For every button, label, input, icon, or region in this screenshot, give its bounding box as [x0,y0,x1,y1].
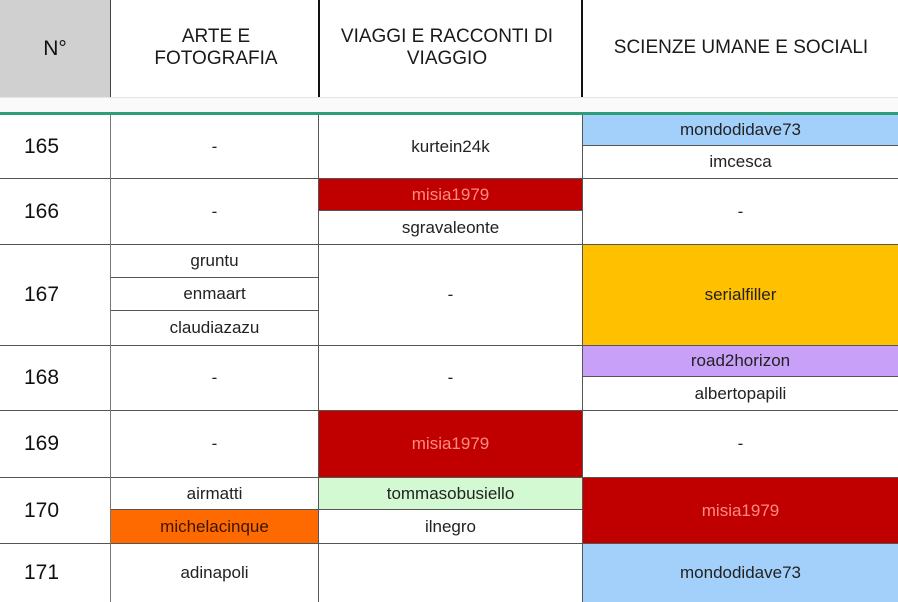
cell-scienze: serialfiller [583,245,898,345]
cell-viaggi: tommasobusiello [319,478,582,510]
cell-arte: - [211,136,218,156]
cell-scienze: imcesca [709,152,772,171]
header-strip [0,97,898,112]
row-number: 167 [24,283,60,306]
cell-arte: claudiazazu [169,318,260,337]
column-divider [582,115,583,602]
row-divider [0,244,898,245]
cell-viaggi: misia1979 [319,411,582,477]
cell-arte: - [211,368,218,387]
row-number: 166 [24,199,60,223]
cell-arte: airmatti [110,478,319,510]
row-number: 165 [24,134,60,158]
row-divider [0,543,898,544]
cell-scienze: mondodidave73 [583,115,898,146]
row-divider [0,178,898,179]
header-num: N° [43,36,67,60]
cell-viaggi [319,544,582,602]
cell-arte: - [211,201,218,221]
cell-arte: gruntu [110,245,319,278]
cell-arte: - [211,434,218,453]
header-arte-fotografia: ARTE E FOTOGRAFIA [154,26,278,69]
cell-arte: enmaart [110,278,319,311]
row-number: 170 [24,498,60,522]
header-divider [581,0,583,97]
header-viaggi-racconti: VIAGGI E RACCONTI DI VIAGGIO [340,26,554,69]
cell-viaggi: - [447,368,454,387]
cell-scienze: road2horizon [583,346,898,377]
cell-arte: michelacinque [110,510,319,543]
header-num-bg [0,0,110,97]
cell-arte: adinapoli [180,563,249,582]
row-number: 168 [24,366,60,389]
cell-scienze: - [737,201,744,221]
row-divider [0,345,898,346]
header-separator [0,112,898,115]
cell-viaggi: sgravaleonte [401,217,500,237]
header-scienze-umane: SCIENZE UMANE E SOCIALI [613,37,869,58]
cell-viaggi: ilnegro [424,516,477,536]
row-number: 171 [24,561,60,584]
row-number: 169 [24,432,60,455]
cell-scienze: albertopapili [694,383,787,403]
cell-viaggi: kurtein24k [411,136,490,156]
header-divider [318,0,320,97]
cell-viaggi: misia1979 [319,179,582,211]
row-divider [0,410,898,411]
row-divider [0,477,898,478]
cell-scienze: misia1979 [583,478,898,543]
cell-scienze: mondodidave73 [583,544,898,602]
cell-scienze: - [737,434,744,453]
cell-viaggi: - [447,285,454,304]
column-divider [318,115,319,602]
column-divider [110,115,111,602]
header-divider [110,0,111,97]
